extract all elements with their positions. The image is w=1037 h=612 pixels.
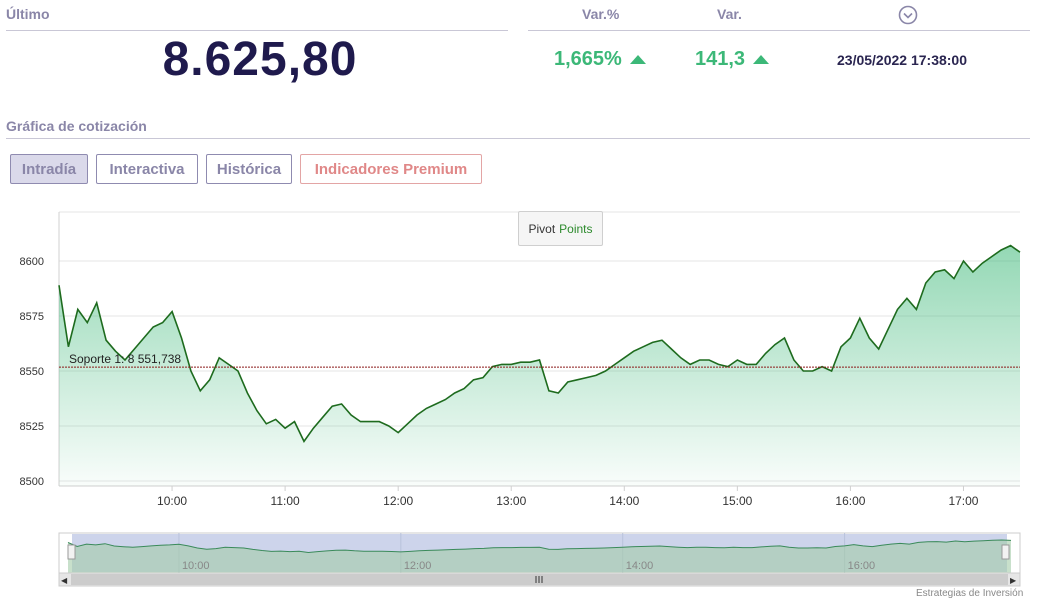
- x-tick-label: 13:00: [496, 494, 526, 508]
- y-tick-label: 8500: [20, 476, 44, 488]
- divider: [528, 30, 1030, 31]
- x-tick-label: 12:00: [383, 494, 413, 508]
- pivot-label: Pivot: [528, 221, 556, 236]
- x-tick-label: 16:00: [835, 494, 865, 508]
- y-tick-label: 8600: [20, 256, 44, 268]
- last-price-label: Último: [6, 6, 50, 22]
- navigator-handle-right[interactable]: [1001, 544, 1010, 560]
- navigator-line: [67, 539, 1012, 554]
- tab-historic[interactable]: Histórica: [206, 154, 292, 184]
- navigator-labels: 10:00 12:00 14:00 16:00: [182, 560, 875, 572]
- navigator-area: [68, 540, 1011, 573]
- x-tick-label: 10:00: [157, 494, 187, 508]
- scroll-left-icon[interactable]: ◀: [61, 576, 68, 585]
- navigator-handle-left[interactable]: [67, 544, 76, 560]
- var-label: Var.: [717, 6, 742, 22]
- var-text: 141,3: [695, 48, 746, 70]
- price-line: [58, 244, 1021, 443]
- navigator-label: 12:00: [404, 560, 432, 572]
- y-axis: 8500 8525 8550 8575 8600: [20, 256, 44, 488]
- timestamp: 23/05/2022 17:38:00: [837, 52, 967, 68]
- y-tick-label: 8525: [20, 421, 44, 433]
- divider: [6, 138, 1030, 139]
- support-label: Soporte 1: 8 551,738: [69, 352, 181, 366]
- var-value: 141,3: [695, 48, 770, 71]
- tab-intraday[interactable]: Intradía: [10, 154, 88, 184]
- last-price-value: 8.625,80: [162, 33, 358, 86]
- x-tick-label: 11:00: [271, 494, 300, 508]
- y-tick-label: 8550: [20, 366, 44, 378]
- var-pct-text: 1,665%: [554, 48, 622, 70]
- var-pct-value: 1,665%: [554, 48, 646, 71]
- x-tick-label: 17:00: [948, 494, 978, 508]
- tab-interactive[interactable]: Interactiva: [96, 154, 198, 184]
- navigator-label: 16:00: [848, 560, 876, 572]
- y-tick-label: 8575: [20, 311, 44, 323]
- points-label: Points: [559, 221, 593, 236]
- divider: [6, 30, 508, 31]
- section-title: Gráfica de cotización: [6, 118, 147, 134]
- navigator-label: 10:00: [182, 560, 210, 572]
- navigator-label: 14:00: [626, 560, 654, 572]
- navigator[interactable]: 10:00 12:00 14:00 16:00 ◀ ▶: [58, 532, 1021, 587]
- x-tick-label: 15:00: [722, 494, 752, 508]
- arrow-up-icon: [753, 55, 770, 64]
- chart-credits[interactable]: Estrategias de Inversión: [916, 588, 1024, 599]
- tab-premium-indicators[interactable]: Indicadores Premium: [300, 154, 482, 184]
- scroll-right-icon[interactable]: ▶: [1010, 576, 1017, 585]
- chevron-down-circle-icon[interactable]: [898, 5, 918, 25]
- scrollbar-grip-icon: [535, 576, 543, 583]
- pivot-points-button[interactable]: Pivot Points: [518, 211, 603, 246]
- price-chart[interactable]: 8500 8525 8550 8575 8600 10:00 11:00 12:00 13:0…: [0, 195, 1037, 595]
- var-pct-label: Var.%: [582, 6, 620, 22]
- arrow-up-icon: [629, 55, 646, 64]
- x-tick-label: 14:00: [609, 494, 639, 508]
- x-axis: 10:00 11:00 12:00 13:00 14:00 15:00 16:00 17:00: [157, 486, 979, 508]
- price-area: [59, 245, 1020, 486]
